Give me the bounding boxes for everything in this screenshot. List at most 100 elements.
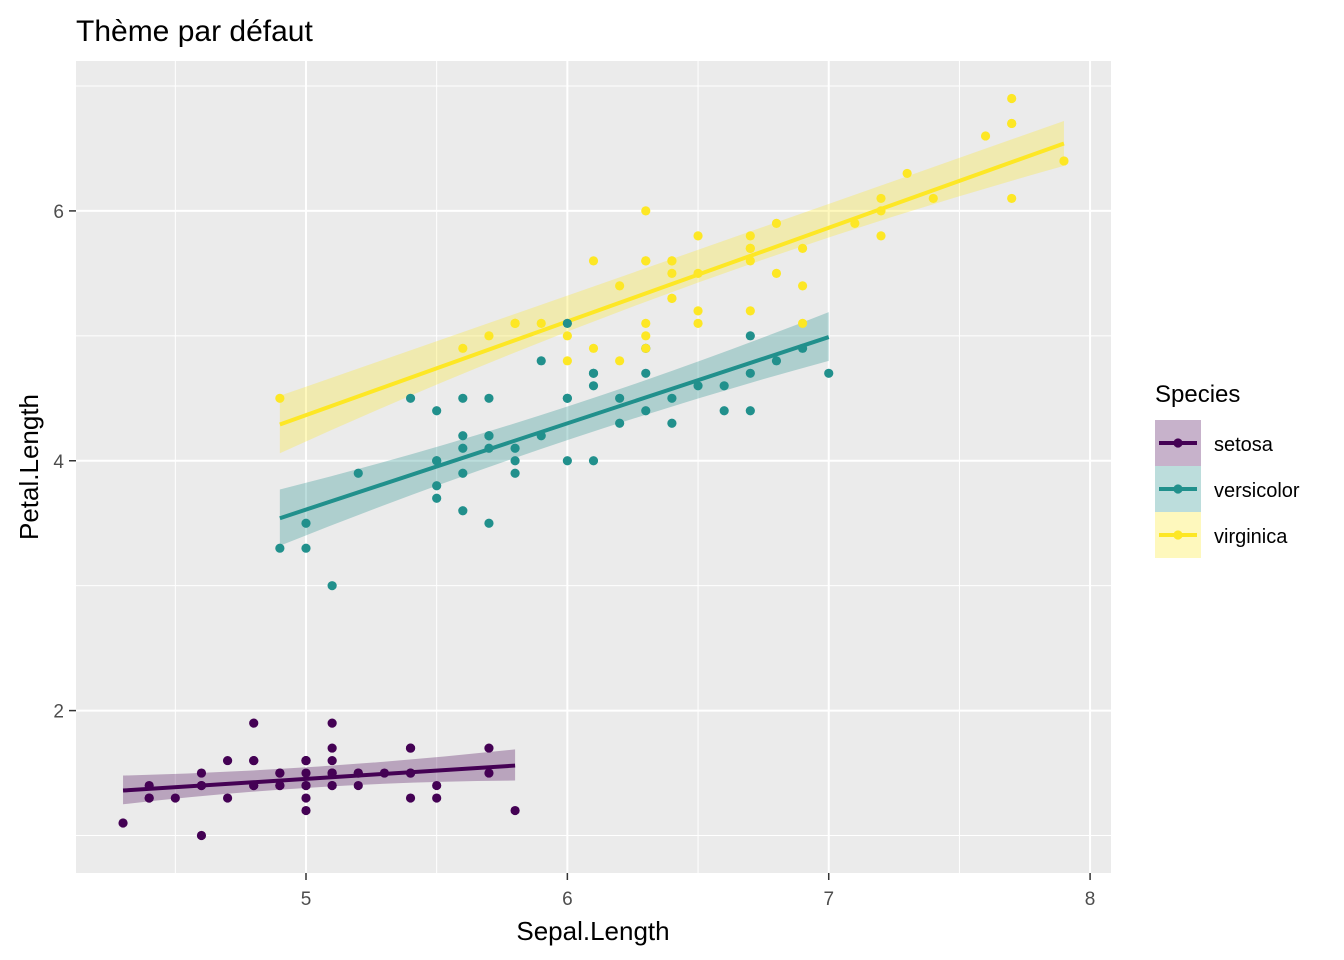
point-setosa <box>196 780 207 791</box>
point-virginica <box>745 306 755 316</box>
chart-title: Thème par défaut <box>76 15 313 48</box>
point-setosa <box>196 768 207 778</box>
point-setosa <box>301 768 311 778</box>
point-versicolor <box>641 406 651 416</box>
legend-item-virginica: virginica <box>1155 512 1288 558</box>
point-versicolor <box>615 393 625 403</box>
point-virginica <box>745 243 755 253</box>
point-setosa <box>196 830 207 841</box>
point-versicolor <box>458 506 468 516</box>
point-virginica <box>562 356 572 366</box>
x-tick-label: 6 <box>562 889 573 910</box>
point-virginica <box>1007 118 1017 129</box>
point-versicolor <box>536 356 546 366</box>
point-virginica <box>641 331 651 341</box>
point-versicolor <box>510 456 520 466</box>
fit-lines <box>122 141 1065 793</box>
point-versicolor <box>432 493 442 503</box>
point-versicolor <box>745 368 755 378</box>
point-versicolor <box>484 431 494 441</box>
point-virginica <box>876 193 886 204</box>
point-versicolor <box>405 393 416 403</box>
point-setosa <box>432 793 442 803</box>
point-virginica <box>902 168 912 179</box>
point-versicolor <box>562 318 572 328</box>
point-setosa <box>484 743 494 753</box>
point-virginica <box>667 256 677 266</box>
point-virginica <box>745 256 755 266</box>
point-virginica <box>693 306 703 316</box>
point-versicolor <box>458 443 468 453</box>
point-versicolor <box>745 331 755 341</box>
y-axis-label: Petal.Length <box>14 394 44 540</box>
point-versicolor <box>432 481 442 491</box>
point-virginica <box>797 281 808 291</box>
point-versicolor <box>719 381 729 391</box>
x-axis-label: Sepal.Length <box>516 916 669 946</box>
point-setosa <box>301 805 311 816</box>
point-versicolor <box>824 368 834 378</box>
point-virginica <box>536 318 546 328</box>
point-setosa <box>118 818 128 828</box>
point-setosa <box>432 780 442 791</box>
point-versicolor <box>588 368 599 378</box>
point-setosa <box>301 780 311 791</box>
point-virginica <box>693 231 703 241</box>
point-versicolor <box>667 418 677 428</box>
point-versicolor <box>301 543 311 553</box>
point-setosa <box>484 768 494 778</box>
point-versicolor <box>641 368 651 378</box>
point-setosa <box>170 793 180 803</box>
legend-label-virginica: virginica <box>1214 526 1288 548</box>
point-virginica <box>771 218 782 228</box>
point-setosa <box>353 768 363 778</box>
point-virginica <box>1007 193 1017 204</box>
point-versicolor <box>588 456 599 466</box>
y-axis: 2 4 6 <box>53 202 76 723</box>
point-setosa <box>249 755 259 766</box>
point-virginica <box>458 343 468 353</box>
legend-point-versicolor <box>1173 484 1183 494</box>
point-virginica <box>745 231 755 241</box>
point-setosa <box>222 793 233 803</box>
legend-title: Species <box>1155 381 1240 408</box>
point-virginica <box>667 293 677 303</box>
point-virginica <box>615 281 625 291</box>
point-versicolor <box>510 468 520 478</box>
point-virginica <box>850 218 860 228</box>
y-tick-label: 4 <box>53 452 64 473</box>
point-versicolor <box>745 406 755 416</box>
point-versicolor <box>432 406 442 416</box>
point-virginica <box>693 268 703 278</box>
legend-label-setosa: setosa <box>1214 434 1274 456</box>
point-setosa <box>144 793 154 803</box>
point-setosa <box>379 768 390 778</box>
point-virginica <box>980 131 991 141</box>
point-versicolor <box>797 343 808 353</box>
point-virginica <box>1007 93 1017 104</box>
point-versicolor <box>458 468 468 478</box>
point-versicolor <box>484 443 494 453</box>
point-virginica <box>771 268 782 278</box>
point-setosa <box>249 780 259 791</box>
point-setosa <box>353 780 363 791</box>
point-virginica <box>641 206 651 216</box>
point-setosa <box>301 793 311 803</box>
point-virginica <box>275 393 285 403</box>
point-versicolor <box>588 381 599 391</box>
point-setosa <box>327 780 337 791</box>
point-versicolor <box>301 518 311 528</box>
confidence-band-virginica <box>279 120 1064 454</box>
point-setosa <box>405 768 416 778</box>
point-virginica <box>588 256 599 266</box>
point-versicolor <box>615 418 625 428</box>
point-versicolor <box>562 393 572 403</box>
point-setosa <box>222 755 233 766</box>
plot-panel <box>76 61 1111 873</box>
point-versicolor <box>484 518 494 528</box>
legend-point-virginica <box>1173 530 1183 540</box>
y-tick-label: 2 <box>53 702 64 723</box>
point-virginica <box>615 356 625 366</box>
legend-point-setosa <box>1173 438 1183 448</box>
